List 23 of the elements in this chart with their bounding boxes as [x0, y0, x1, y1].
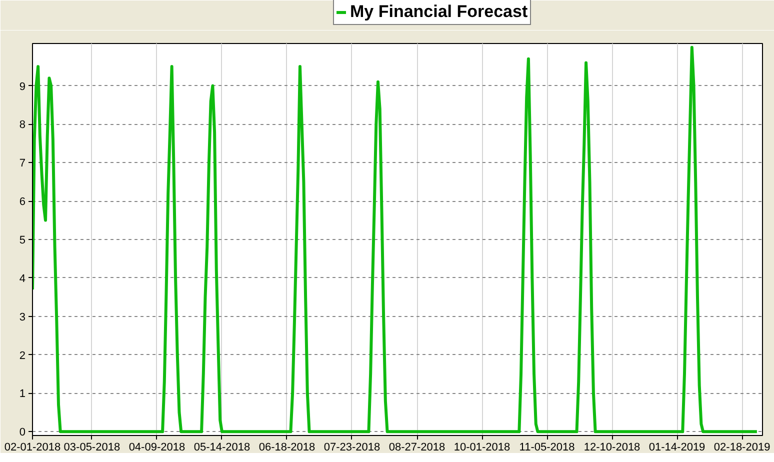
- x-tick-label: 01-14-2019: [648, 442, 706, 454]
- x-tick-label: 11-05-2018: [519, 442, 575, 454]
- y-tick-label: 3: [19, 311, 26, 324]
- y-tick-label: 2: [19, 350, 26, 362]
- legend-label: My Financial Forecast: [350, 2, 528, 22]
- x-tick-label: 08-27-2018: [388, 442, 446, 454]
- x-tick-label: 06-18-2018: [258, 442, 316, 454]
- x-tick-label: 07-23-2018: [324, 442, 380, 454]
- y-tick-label: 6: [19, 196, 26, 208]
- y-tick-label: 4: [19, 272, 26, 285]
- x-tick-label: 04-09-2018: [128, 442, 186, 454]
- x-tick-label: 03-05-2018: [64, 442, 120, 454]
- x-tick-label: 02-01-2018: [4, 442, 61, 454]
- x-tick-label: 12-10-2018: [584, 442, 640, 454]
- x-tick-label: 05-14-2018: [194, 442, 250, 454]
- y-tick-label: 0: [19, 426, 26, 439]
- x-tick-label: 02-18-2019: [714, 442, 770, 454]
- y-tick-label: 8: [19, 119, 26, 132]
- x-tick-label: 10-01-2018: [454, 442, 510, 454]
- y-tick-label: 9: [19, 80, 26, 93]
- y-tick-label: 7: [19, 158, 26, 170]
- y-tick-label: 5: [19, 234, 26, 246]
- y-tick-label: 1: [19, 388, 26, 400]
